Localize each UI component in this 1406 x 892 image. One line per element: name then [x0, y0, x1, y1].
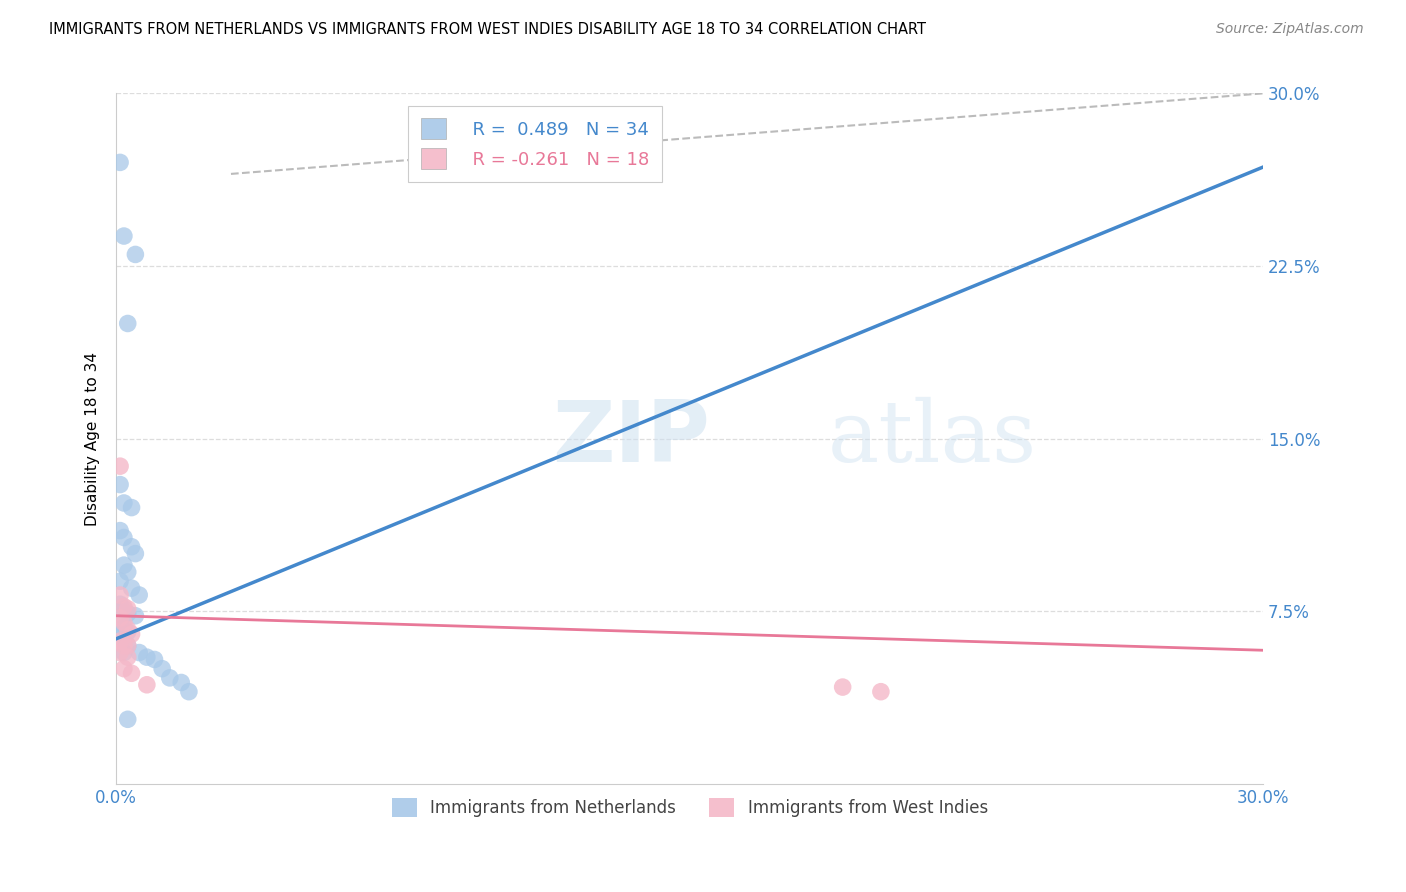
Point: [135, 650, 157, 665]
Point: [108, 155, 131, 169]
Text: Source: ZipAtlas.com: Source: ZipAtlas.com: [1216, 22, 1364, 37]
Point: [112, 620, 135, 634]
Point: [108, 632, 131, 646]
Point: [117, 565, 139, 579]
Point: [112, 531, 135, 545]
Point: [121, 581, 143, 595]
Point: [108, 597, 131, 611]
Text: ZIP: ZIP: [553, 397, 710, 480]
Point: [143, 652, 166, 666]
Point: [117, 639, 139, 653]
Point: [108, 646, 131, 660]
Point: [117, 607, 139, 621]
Point: [117, 650, 139, 665]
Point: [112, 599, 135, 614]
Legend: Immigrants from Netherlands, Immigrants from West Indies: Immigrants from Netherlands, Immigrants …: [385, 792, 994, 823]
Point: [150, 662, 173, 676]
Point: [112, 639, 135, 653]
Point: [108, 459, 131, 474]
Point: [121, 500, 143, 515]
Point: [117, 602, 139, 616]
Point: [170, 675, 193, 690]
Point: [108, 615, 131, 630]
Point: [117, 639, 139, 653]
Point: [108, 634, 131, 648]
Text: IMMIGRANTS FROM NETHERLANDS VS IMMIGRANTS FROM WEST INDIES DISABILITY AGE 18 TO : IMMIGRANTS FROM NETHERLANDS VS IMMIGRANT…: [49, 22, 927, 37]
Point: [831, 680, 853, 694]
Point: [112, 602, 135, 616]
Point: [117, 623, 139, 637]
Point: [108, 574, 131, 589]
Point: [121, 540, 143, 554]
Point: [121, 666, 143, 681]
Point: [112, 558, 135, 573]
Point: [112, 646, 135, 660]
Point: [135, 678, 157, 692]
Point: [112, 229, 135, 244]
Text: atlas: atlas: [827, 397, 1036, 480]
Point: [121, 627, 143, 641]
Point: [117, 712, 139, 726]
Point: [117, 317, 139, 331]
Y-axis label: Disability Age 18 to 34: Disability Age 18 to 34: [86, 351, 100, 525]
Point: [108, 588, 131, 602]
Point: [177, 684, 200, 698]
Point: [159, 671, 181, 685]
Point: [112, 496, 135, 510]
Point: [124, 547, 146, 561]
Point: [870, 684, 893, 698]
Point: [108, 611, 131, 625]
Point: [128, 588, 150, 602]
Point: [112, 662, 135, 676]
Point: [117, 624, 139, 639]
Point: [108, 477, 131, 491]
Point: [124, 608, 146, 623]
Point: [108, 524, 131, 538]
Point: [124, 247, 146, 261]
Point: [128, 646, 150, 660]
Point: [112, 615, 135, 630]
